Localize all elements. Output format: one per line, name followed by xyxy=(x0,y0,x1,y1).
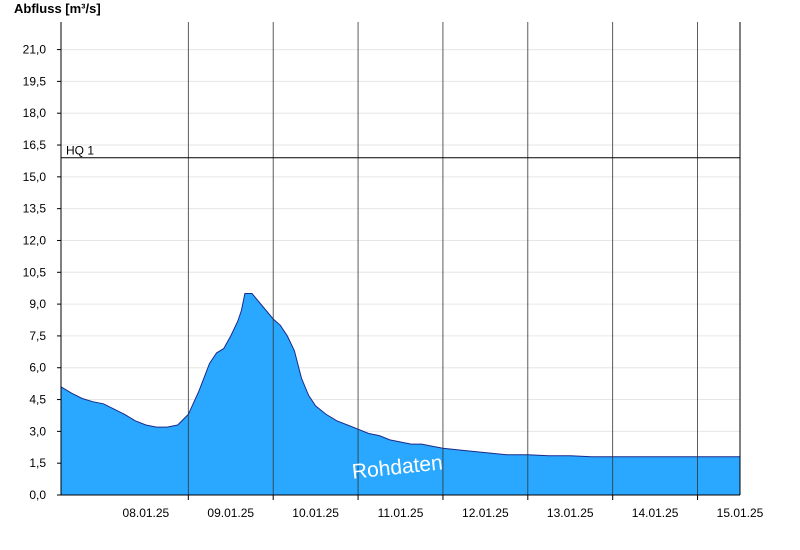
y-tick-label: 3,0 xyxy=(29,424,46,438)
hq1-label: HQ 1 xyxy=(66,144,94,158)
y-tick-label: 6,0 xyxy=(29,361,46,375)
x-tick-label: 11.01.25 xyxy=(378,506,424,520)
y-tick-label: 4,5 xyxy=(29,393,46,407)
area-fill xyxy=(61,293,740,495)
x-axis-ticks: 08.01.25 09.01.25 10.01.25 11.01.25 12.01.25… xyxy=(123,495,764,520)
chart-title: Abfluss [m³/s] xyxy=(14,1,101,16)
y-tick-label: 19,5 xyxy=(23,74,47,88)
x-tick-label: 14.01.25 xyxy=(632,506,679,520)
y-tick-label: 21,0 xyxy=(23,43,47,57)
y-tick-label: 1,5 xyxy=(29,456,46,470)
y-tick-label: 18,0 xyxy=(23,106,47,120)
y-tick-label: 10,5 xyxy=(23,265,47,279)
x-tick-label: 08.01.25 xyxy=(123,506,170,520)
y-axis-ticks: 0,0 1,5 3,0 4,5 6,0 7,5 9,0 10,5 12,0 13,5 15,0 16,… xyxy=(23,43,61,502)
day-separator-lines xyxy=(187,22,698,495)
y-tick-label: 12,0 xyxy=(23,233,47,247)
area-outline xyxy=(60,293,740,458)
y-tick-label: 9,0 xyxy=(29,297,46,311)
y-tick-label: 7,5 xyxy=(29,329,46,343)
x-tick-label: 12.01.25 xyxy=(462,506,509,520)
x-tick-label: 13.01.25 xyxy=(547,506,594,520)
series-area xyxy=(60,293,740,495)
y-tick-label: 15,0 xyxy=(23,170,47,184)
grid-lines xyxy=(61,49,740,464)
y-tick-label: 13,5 xyxy=(23,202,47,216)
y-tick-label: 16,5 xyxy=(23,138,47,152)
y-tick-label: 0,0 xyxy=(29,488,46,502)
x-tick-label: 15.01.25 xyxy=(717,506,764,520)
x-tick-label: 10.01.25 xyxy=(292,506,339,520)
plot-frame xyxy=(60,22,741,496)
x-tick-label: 09.01.25 xyxy=(207,506,254,520)
